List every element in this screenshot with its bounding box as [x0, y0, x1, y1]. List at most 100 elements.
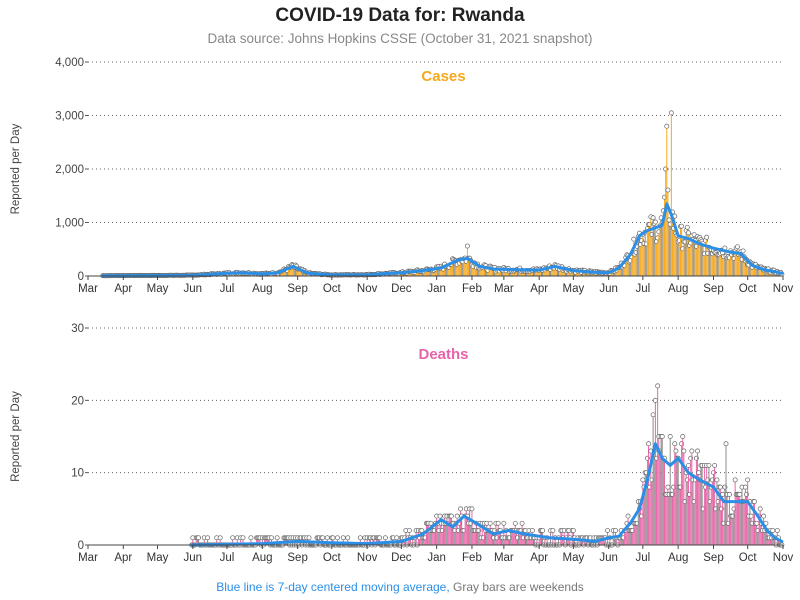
data-bar: [450, 516, 452, 545]
data-bar: [452, 258, 454, 276]
data-bar: [482, 266, 484, 276]
data-point: [696, 470, 702, 476]
data-bar: [621, 266, 623, 276]
data-bar: [762, 530, 763, 545]
data-point: [672, 441, 678, 447]
data-bar: [738, 254, 740, 276]
x-tick-label: May: [147, 283, 169, 295]
data-bar: [650, 450, 652, 545]
data-bar: [532, 268, 534, 276]
data-bar: [458, 523, 460, 545]
data-point: [723, 441, 729, 447]
data-point: [437, 513, 443, 519]
data-bar: [502, 270, 504, 276]
data-point: [667, 434, 673, 439]
data-bar: [554, 537, 556, 545]
data-bar: [503, 267, 505, 276]
data-bar: [702, 243, 704, 276]
data-point: [324, 535, 330, 541]
data-bar: [718, 254, 720, 276]
data-bar: [302, 271, 304, 276]
data-bar: [711, 479, 713, 545]
data-bar: [673, 487, 675, 545]
data-bar: [538, 270, 540, 276]
data-bar: [546, 537, 548, 545]
data-bar: [487, 270, 489, 276]
data-bar: [219, 537, 221, 545]
data-bar: [265, 537, 267, 545]
data-bar: [641, 516, 643, 545]
data-bar: [470, 260, 472, 276]
data-point: [449, 513, 454, 519]
data-bar: [574, 537, 575, 545]
data-bar: [454, 260, 456, 276]
data-bar: [536, 537, 538, 545]
data-bar: [674, 216, 676, 276]
data-point: [665, 484, 671, 490]
data-bar: [668, 219, 670, 276]
data-bar: [642, 234, 644, 276]
data-bar: [436, 266, 438, 276]
data-bar: [759, 508, 761, 545]
data-bar: [501, 537, 503, 545]
data-bar: [342, 537, 344, 545]
data-bar: [518, 530, 520, 545]
y-tick-label: 0: [78, 271, 84, 283]
x-tick-label: Mar: [78, 552, 98, 564]
data-bar: [375, 537, 377, 545]
data-bar: [698, 472, 700, 545]
data-bar: [638, 508, 640, 545]
data-bar: [270, 537, 272, 545]
data-bar: [731, 254, 733, 276]
data-bar: [452, 523, 454, 545]
data-bar: [517, 537, 519, 545]
data-bar: [632, 530, 634, 545]
data-bar: [407, 537, 409, 545]
data-bar: [258, 537, 260, 545]
x-tick-label: Sep: [287, 283, 307, 295]
data-bar: [621, 537, 623, 545]
data-bar: [706, 237, 708, 276]
data-bar: [699, 237, 701, 276]
data-bar: [743, 256, 745, 276]
data-bar: [432, 530, 434, 545]
data-point: [650, 215, 656, 221]
data-bar: [649, 224, 651, 276]
x-tick-label: Feb: [462, 552, 482, 564]
data-bar: [683, 241, 685, 276]
chart-footer: Blue line is 7-day centered moving avera…: [0, 580, 800, 594]
data-bar: [298, 269, 300, 276]
data-bar: [730, 516, 732, 545]
x-tick-label: Jun: [599, 552, 618, 564]
y-tick-label: 10: [71, 468, 84, 480]
data-bar: [518, 269, 520, 276]
y-tick-label: 1,000: [55, 218, 84, 230]
data-bar: [626, 523, 628, 545]
data-bar: [421, 270, 423, 276]
data-bar: [740, 251, 742, 276]
data-bar: [464, 258, 466, 276]
data-bar: [613, 537, 615, 545]
data-bar: [669, 436, 671, 545]
data-point: [652, 397, 658, 403]
x-tick-label: Jun: [184, 552, 203, 564]
data-bar: [538, 537, 540, 545]
data-bar: [659, 225, 661, 276]
data-point: [345, 535, 351, 541]
data-bar: [449, 264, 451, 276]
data-bar: [444, 516, 446, 545]
data-point: [732, 477, 738, 483]
data-bar: [689, 245, 691, 276]
data-bar: [510, 270, 512, 276]
data-bar: [489, 266, 491, 276]
data-bar: [768, 537, 770, 545]
data-bar: [670, 112, 672, 276]
data-bar: [638, 233, 640, 276]
data-bar: [662, 210, 664, 276]
data-bar: [716, 254, 718, 276]
data-point: [761, 513, 767, 519]
data-bar: [250, 537, 252, 545]
data-bar: [488, 530, 490, 545]
y-tick-label: 20: [71, 395, 84, 407]
data-bar: [471, 508, 473, 545]
